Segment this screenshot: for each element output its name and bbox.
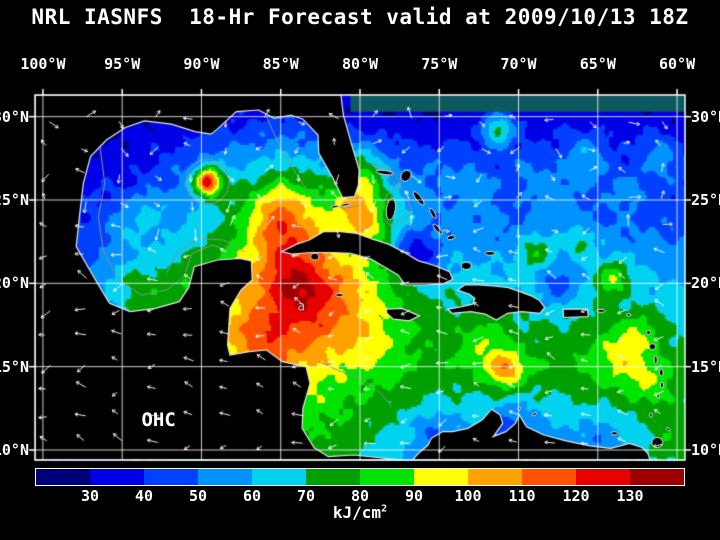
lon-tick-label: 75°W [421, 55, 458, 73]
colorbar-tick-label: 70 [296, 487, 316, 505]
lon-tick-label: 80°W [341, 55, 379, 73]
colorbar-segment [522, 469, 576, 485]
colorbar-tick-label: 130 [616, 487, 644, 505]
colorbar-tick-label: 100 [454, 487, 482, 505]
colorbar-segment [90, 469, 144, 485]
lat-tick-label-left: 20°N [0, 274, 29, 293]
colorbar-segment [360, 469, 414, 485]
lat-tick-label-left: 15°N [0, 357, 29, 376]
colorbar-tick-label: 50 [188, 487, 208, 505]
lon-tick-label: 85°W [262, 55, 299, 73]
colorbar-tick-label: 90 [404, 487, 424, 505]
lon-tick-label: 100°W [20, 55, 66, 73]
lat-tick-label-right: 10°N [691, 441, 720, 459]
lon-tick-label: 95°W [104, 55, 141, 73]
lat-tick-label-left: 25°N [0, 191, 29, 209]
lat-tick-label-right: 25°N [691, 191, 720, 209]
colorbar-segment [198, 469, 252, 485]
colorbar-tick-label: 40 [134, 487, 154, 505]
colorbar-segment [252, 469, 306, 485]
annotation-a: a [297, 299, 306, 315]
lat-tick-label-left: 30°N [0, 107, 29, 126]
colorbar-tick-label: 120 [562, 487, 590, 505]
colorbar-segment [576, 469, 630, 485]
lon-tick-label: 90°W [183, 55, 220, 73]
colorbar-tick-label: 60 [242, 487, 262, 505]
colorbar-segment [630, 469, 684, 485]
lat-tick-label-left: 10°N [0, 441, 29, 459]
colorbar [35, 468, 685, 486]
lon-tick-label: 70°W [500, 55, 537, 73]
colorbar-unit-label: kJ/cm2 [333, 503, 387, 522]
lon-tick-label: 65°W [579, 55, 616, 73]
colorbar-unit-base: kJ/cm [332, 503, 382, 522]
figure-title: NRL IASNFS 18-Hr Forecast valid at 2009/… [31, 5, 689, 29]
colorbar-unit-exponent: 2 [381, 503, 388, 515]
lon-tick-label: 60°W [659, 55, 696, 73]
colorbar-segment [306, 469, 360, 485]
colorbar-segment [144, 469, 198, 485]
lat-tick-label-right: 30°N [691, 107, 720, 126]
lat-tick-label-right: 15°N [691, 357, 720, 376]
colorbar-tick-label: 110 [508, 487, 536, 505]
colorbar-segment [468, 469, 522, 485]
colorbar-segment [414, 469, 468, 485]
field-label-ohc: OHC [141, 409, 176, 431]
colorbar-tick-label: 80 [350, 487, 370, 505]
colorbar-tick-label: 30 [80, 487, 100, 505]
colorbar-segment [36, 469, 90, 485]
lat-tick-label-right: 20°N [691, 274, 720, 293]
